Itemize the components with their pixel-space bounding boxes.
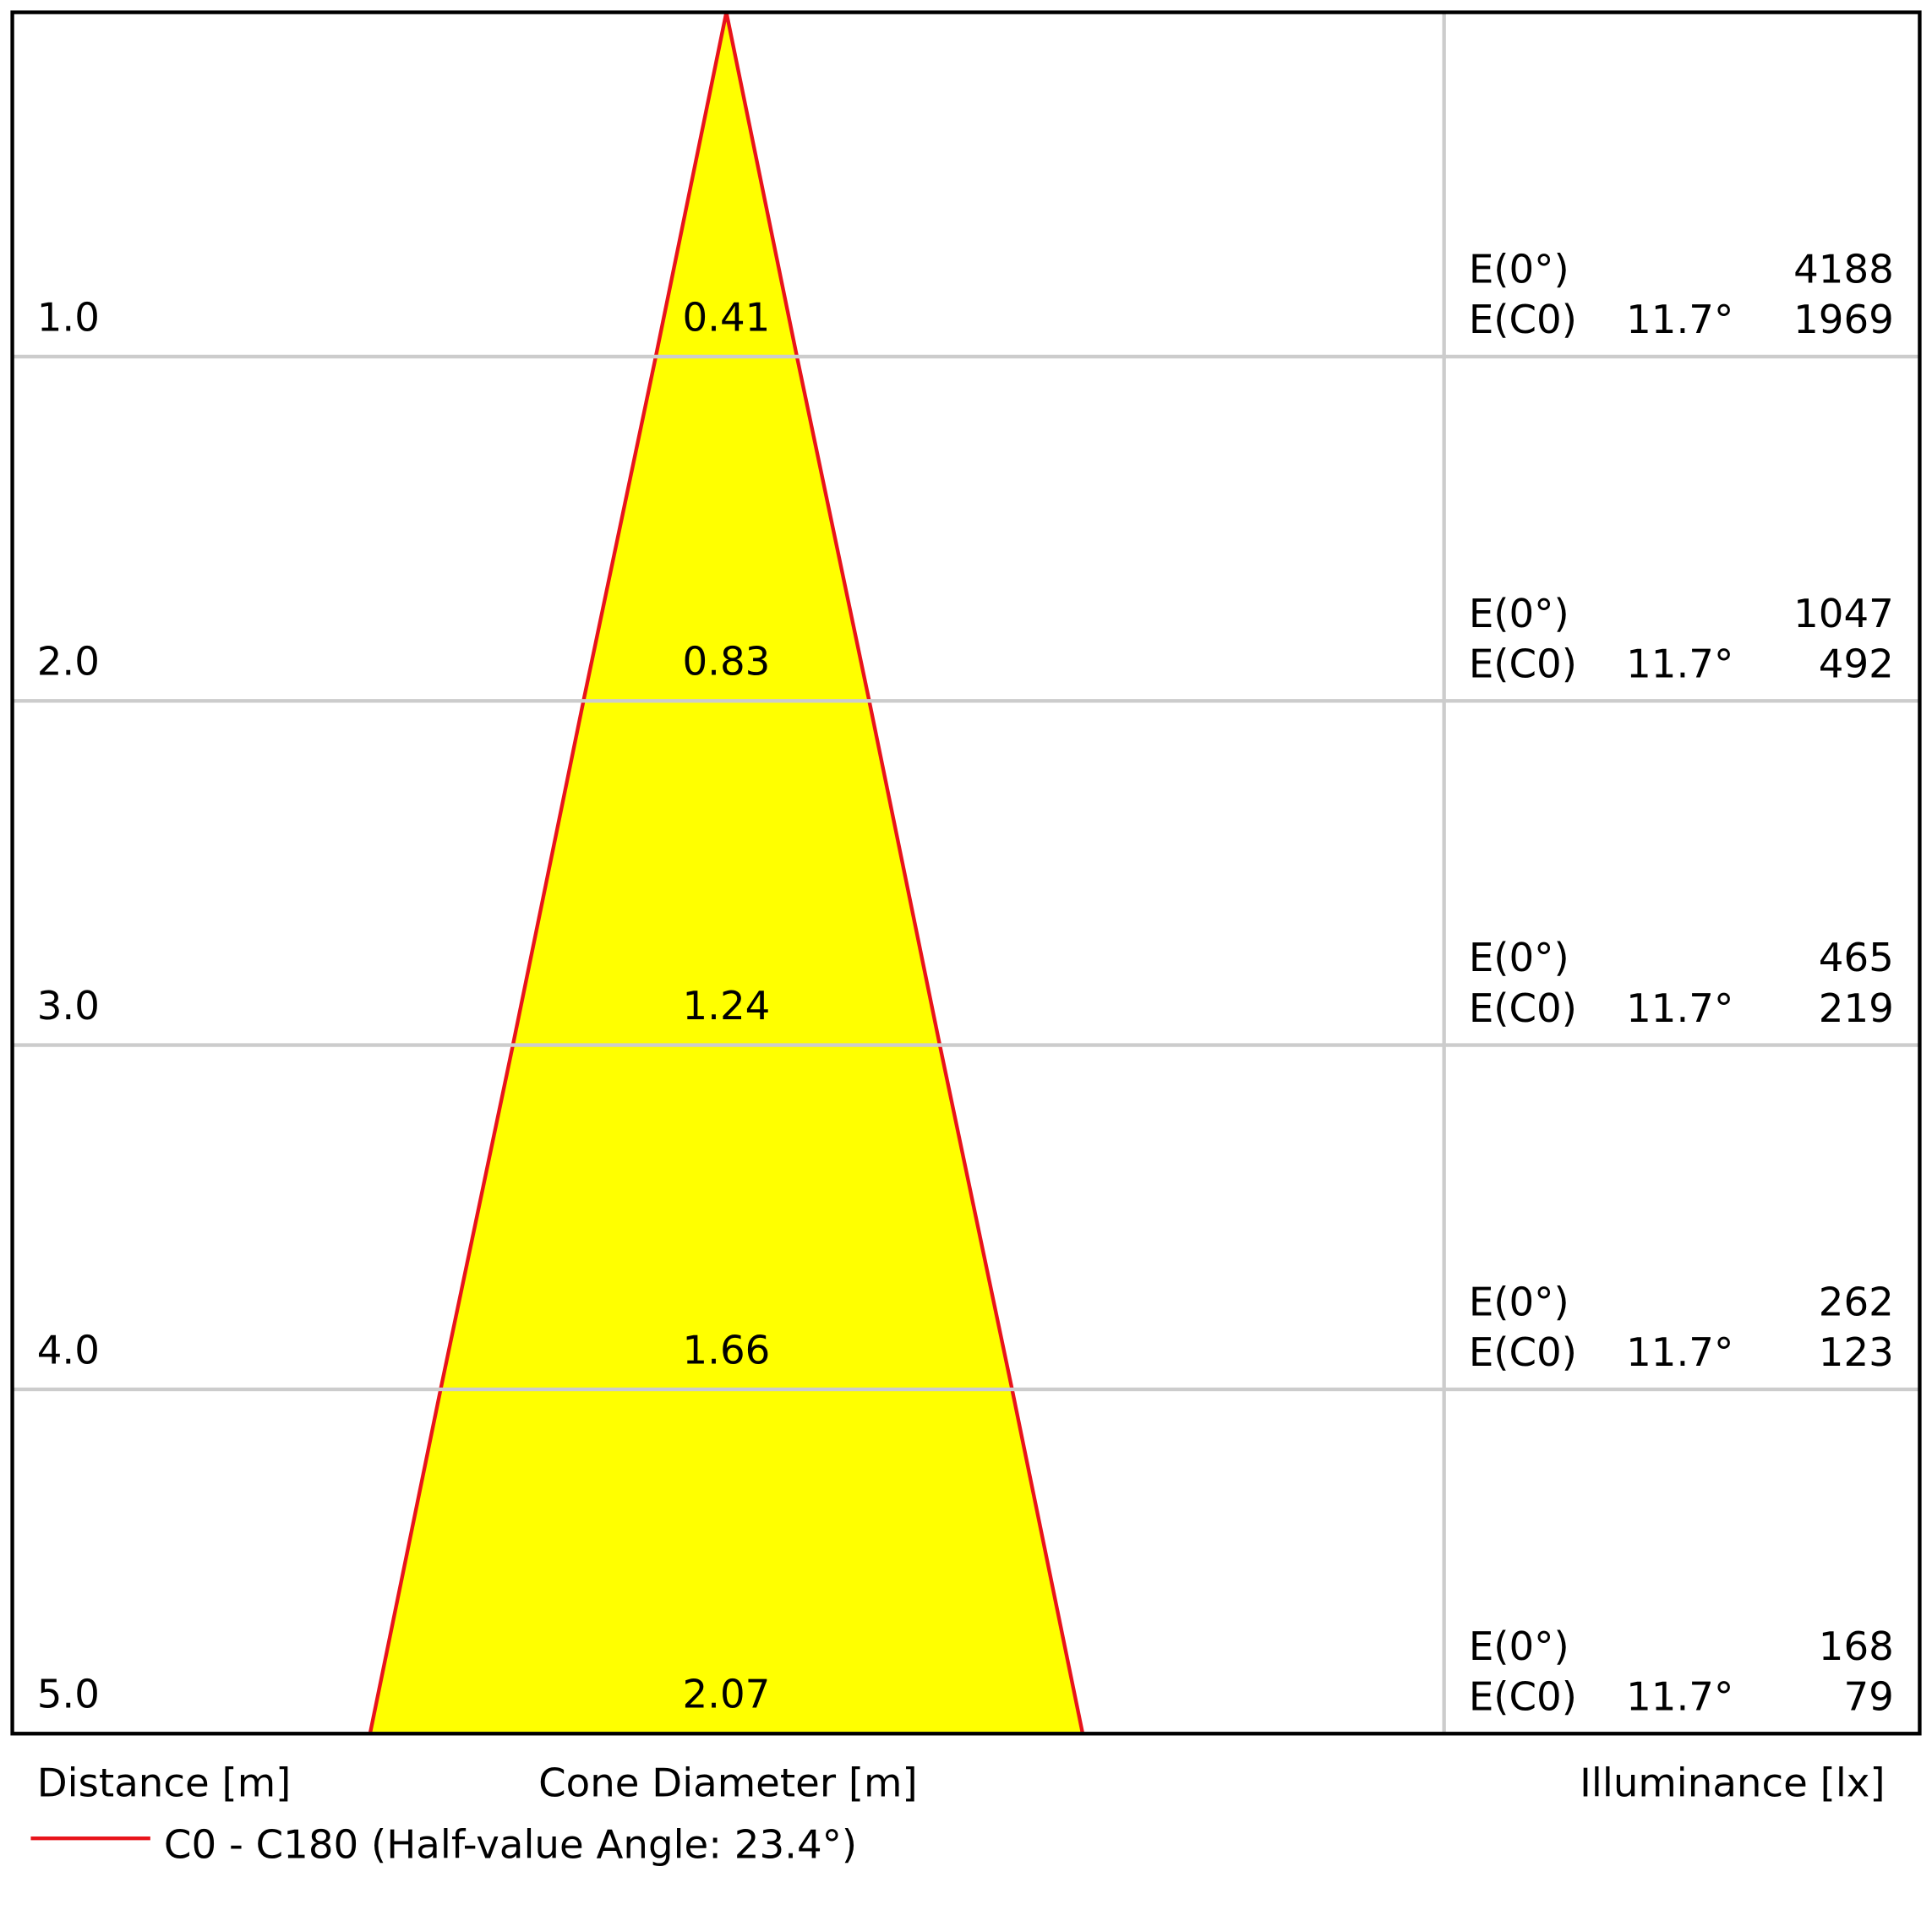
e0-value: 168 [1819,1624,1894,1670]
cone-edge [368,1389,443,1734]
cone-edge [1010,1389,1085,1734]
cone-edge [937,1045,1014,1390]
legend-label: C0 - C180 (Half-value Angle: 23.4°) [164,1823,857,1869]
angle-label: 11.7° [1626,642,1733,688]
e0-value: 1047 [1793,592,1894,637]
distance-label: 4.0 [37,1328,100,1373]
cone-segment [369,1389,1083,1734]
ec0-label: E(C0) [1469,986,1577,1032]
distance-label: 1.0 [37,295,100,341]
diameter-label: 0.41 [683,295,771,341]
distance-label: 3.0 [37,984,100,1029]
ec0-label: E(C0) [1469,1330,1577,1376]
frame [10,10,1922,1736]
distance-label: 5.0 [37,1673,100,1718]
ec0-label: E(C0) [1469,297,1577,343]
ec0-label: E(C0) [1469,1675,1577,1721]
ec0-value: 79 [1843,1675,1893,1721]
diameter-label: 0.83 [683,640,771,685]
cone-edge [510,700,586,1046]
angle-label: 11.7° [1626,1330,1733,1376]
ec0-value: 492 [1819,642,1894,688]
cone-edge [794,356,871,701]
angle-label: 11.7° [1626,1675,1733,1721]
e0-label: E(0°) [1469,592,1569,637]
distance-axis-label: Distance [m] [37,1761,292,1807]
e0-value: 4188 [1793,247,1894,292]
cone-edge [724,12,800,357]
cone-segment [583,356,870,701]
diameter-label: 1.66 [683,1328,771,1373]
distance-label: 2.0 [37,640,100,685]
cone-edge [867,700,942,1046]
ec0-value: 123 [1819,1330,1894,1376]
diameter-label: 1.24 [683,984,771,1029]
angle-label: 11.7° [1626,986,1733,1032]
diameter-label: 2.07 [683,1673,771,1718]
cone-segment [512,701,940,1045]
ec0-value: 1969 [1793,297,1894,343]
angle-label: 11.7° [1626,297,1733,343]
cone-edge [581,356,658,701]
diameter-axis-label: Cone Diameter [m] [538,1761,918,1807]
e0-value: 465 [1819,936,1894,981]
e0-label: E(0°) [1469,936,1569,981]
e0-label: E(0°) [1469,247,1569,292]
ec0-label: E(C0) [1469,642,1577,688]
cone-edge [439,1045,516,1390]
illuminance-axis-label: Illuminance [lx] [1580,1761,1885,1807]
cone-segment [440,1045,1012,1389]
cone-edge [653,12,729,357]
e0-label: E(0°) [1469,1624,1569,1670]
e0-value: 262 [1819,1280,1894,1325]
ec0-value: 219 [1819,986,1894,1032]
cone-segment [655,12,797,357]
e0-label: E(0°) [1469,1280,1569,1325]
